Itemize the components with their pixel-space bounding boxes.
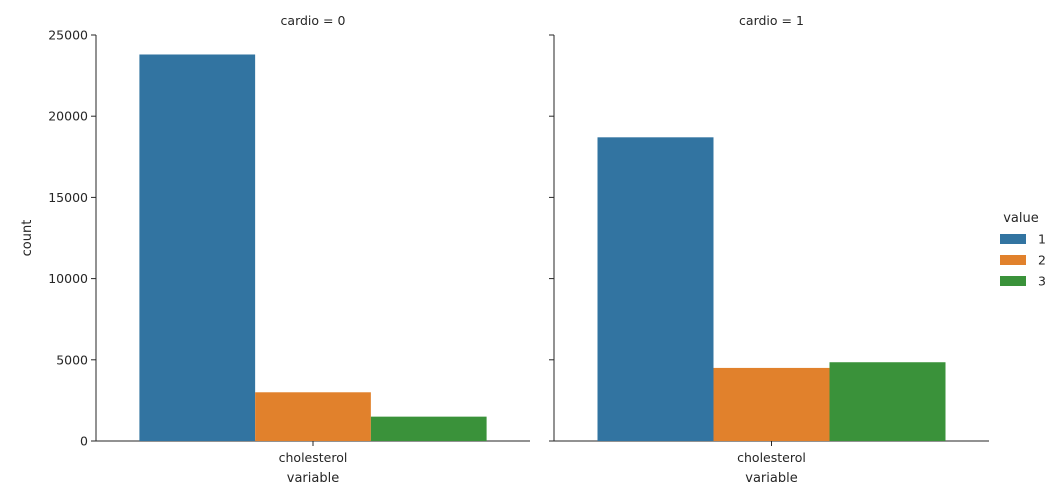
y-tick-label: 25000 [48,28,88,43]
y-tick-label: 0 [80,434,88,449]
x-axis-label: variable [287,471,339,486]
y-axis-label: count [20,220,35,257]
legend-entry-label: 2 [1038,253,1046,268]
x-axis-label: variable [745,471,797,486]
bar-cholesterol-value-1 [597,137,714,441]
bar-cholesterol-value-2 [713,367,830,441]
legend-entry-label: 3 [1038,274,1046,289]
legend-swatch-2 [1000,255,1026,265]
y-tick-label: 20000 [48,109,88,124]
legend-entry-label: 1 [1038,232,1046,247]
y-tick-label: 5000 [56,352,88,367]
legend-swatch-1 [1000,234,1026,244]
bar-cholesterol-value-3 [370,416,487,441]
legend-title: value [1003,211,1039,226]
bar-cholesterol-value-2 [255,392,371,441]
panel-title: cardio = 1 [739,13,804,28]
x-tick-label: cholesterol [279,450,348,465]
panel-title: cardio = 0 [281,13,346,28]
bar-cholesterol-value-3 [829,362,946,441]
bar-cholesterol-value-1 [139,54,256,441]
y-tick-label: 10000 [48,271,88,286]
x-tick-label: cholesterol [737,450,806,465]
y-tick-label: 15000 [48,190,88,205]
legend-swatch-3 [1000,276,1026,286]
